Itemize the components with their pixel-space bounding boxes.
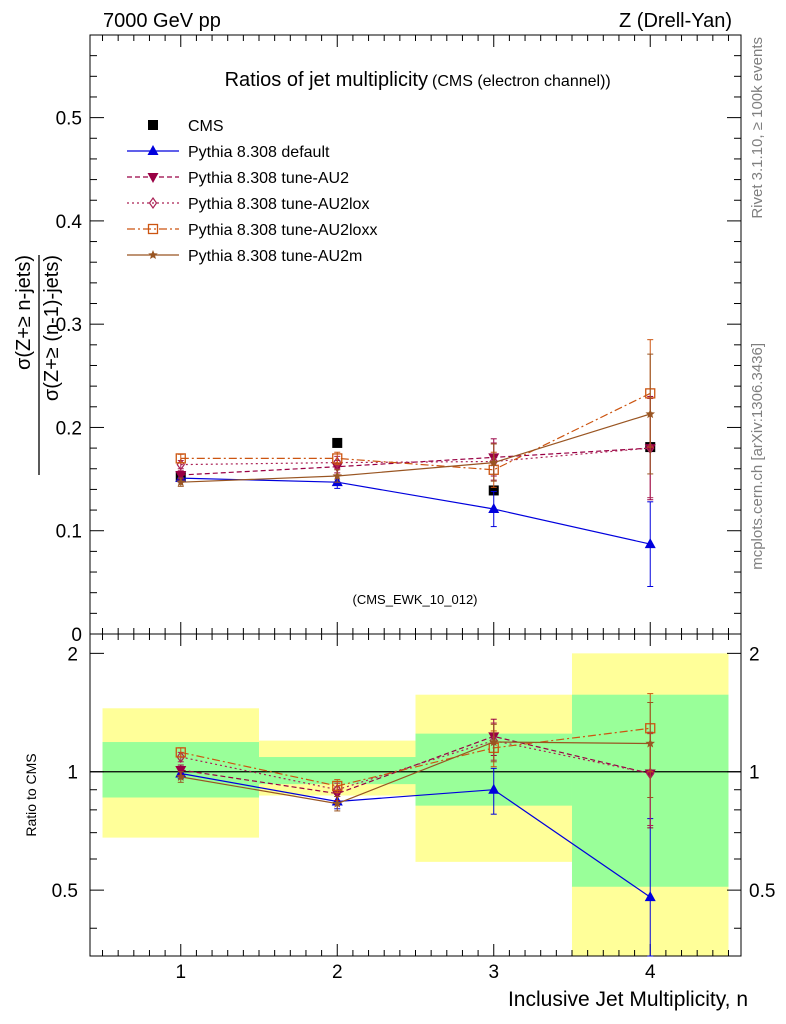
ratio-y-tick-label-right: 2 (749, 644, 760, 665)
x-tick-label: 1 (175, 962, 186, 983)
legend-marker-default (147, 145, 159, 155)
x-tick-label: 2 (332, 962, 343, 983)
data-point-au2m (176, 477, 186, 487)
ratio-point-au2m (645, 738, 655, 748)
ratio-y-tick-label-right: 1 (749, 763, 760, 784)
data-point-au2m (488, 457, 499, 467)
x-tick-label: 4 (645, 962, 656, 983)
series-au2m (176, 353, 655, 487)
ratio-point-au2m (488, 737, 499, 747)
x-axis-label: Inclusive Jet Multiplicity, n (508, 988, 748, 1011)
ratio-point-au2m (332, 798, 343, 808)
data-point-au2m (332, 470, 343, 481)
data-point-default (644, 538, 656, 549)
ratio-line-au2lox (180, 739, 651, 791)
main-y-tick-label: 0.5 (56, 109, 82, 130)
data-point-cms (488, 485, 499, 496)
ratio-point-default (488, 783, 500, 794)
energy-label: 7000 GeV pp (103, 10, 221, 32)
series-au2 (175, 395, 656, 501)
series-line-au2m (180, 413, 651, 483)
y-label-denominator: σ(Z+≥ (n-1)-jets) (41, 255, 63, 401)
legend-marker-au2m (148, 250, 158, 260)
legend-label-cms: CMS (188, 118, 224, 135)
series-cms (175, 437, 656, 496)
ratio-panel: 0.5 0.5 1 1 2 2 1 2 3 4 Ratio to CMS Inclusive Jet … (23, 633, 775, 1011)
ratio-point-au2loxx (175, 747, 186, 758)
data-point-au2lox (333, 456, 342, 469)
main-y-label: σ(Z+≥ n-jets) σ(Z+≥ (n-1)-jets) (13, 255, 63, 475)
legend-label-au2lox: Pythia 8.308 tune-AU2lox (188, 196, 369, 213)
ratio-y-tick-label: 2 (67, 644, 78, 665)
series-au2loxx (175, 339, 656, 488)
ratio-y-tick-label: 0.5 (52, 881, 78, 902)
legend: CMS Pythia 8.308 default Pythia 8.308 tune… (127, 118, 377, 265)
main-y-tick-label: 0.4 (56, 212, 83, 233)
main-panel: 0 0.1 0.2 0.3 0.4 0.5 σ(Z+≥ n-jets) σ(Z+≥ (n-1)… (13, 34, 742, 646)
chart-subtitle: (CMS (electron channel)) (432, 73, 611, 90)
legend-marker-cms (148, 120, 158, 130)
data-point-au2loxx (175, 453, 186, 464)
series-line-au2loxx (180, 392, 651, 471)
ratio-y-label: Ratio to CMS (23, 753, 39, 836)
process-label: Z (Drell-Yan) (619, 10, 732, 32)
ratio-point-au2 (175, 766, 187, 777)
ratio-y-tick-label-right: 0.5 (749, 881, 775, 902)
data-point-au2m (645, 409, 655, 419)
ratio-line-default (180, 772, 651, 898)
series-default (175, 472, 656, 587)
series-line-au2 (180, 447, 651, 476)
main-y-tick-label: 0.2 (56, 418, 82, 439)
rivet-label: Rivet 3.1.10, ≥ 100k events (749, 37, 766, 219)
series-line-au2lox (180, 447, 651, 466)
legend-marker-au2lox (148, 196, 158, 210)
ratio-point-au2m (176, 771, 186, 781)
legend-marker-au2 (147, 173, 159, 183)
x-tick-label: 3 (488, 962, 499, 983)
series-line-default (180, 477, 651, 545)
legend-label-au2m: Pythia 8.308 tune-AU2m (188, 248, 362, 265)
ratio-point-default (644, 891, 656, 902)
legend-label-au2loxx: Pythia 8.308 tune-AU2loxx (188, 222, 377, 239)
ratio-point-au2lox (176, 750, 185, 764)
data-point-au2 (175, 470, 187, 481)
series-au2lox (176, 398, 655, 499)
main-y-tick-label: 0.1 (56, 522, 82, 543)
y-label-numerator: σ(Z+≥ n-jets) (13, 255, 35, 370)
data-point-default (488, 503, 500, 514)
main-y-tick-label: 0 (71, 625, 82, 646)
data-point-cms (332, 437, 343, 448)
data-point-au2loxx (332, 453, 343, 464)
main-y-tick-label: 0.3 (56, 315, 82, 336)
legend-label-default: Pythia 8.308 default (188, 144, 330, 161)
analysis-watermark: (CMS_EWK_10_012) (353, 592, 478, 607)
legend-marker-au2loxx (147, 223, 159, 235)
ratio-line-au2loxx (180, 727, 651, 787)
ratio-y-tick-label: 1 (67, 763, 78, 784)
chart-title: Ratios of jet multiplicity (225, 69, 428, 91)
ratio-series-au2m (176, 701, 655, 812)
ratio-point-au2loxx (332, 780, 343, 792)
mcplots-label: mcplots.cern.ch [arXiv:1306.3436] (749, 343, 766, 570)
ratio-line-au2m (180, 741, 651, 805)
legend-label-au2: Pythia 8.308 tune-AU2 (188, 170, 349, 187)
ratio-point-au2lox (333, 783, 342, 796)
